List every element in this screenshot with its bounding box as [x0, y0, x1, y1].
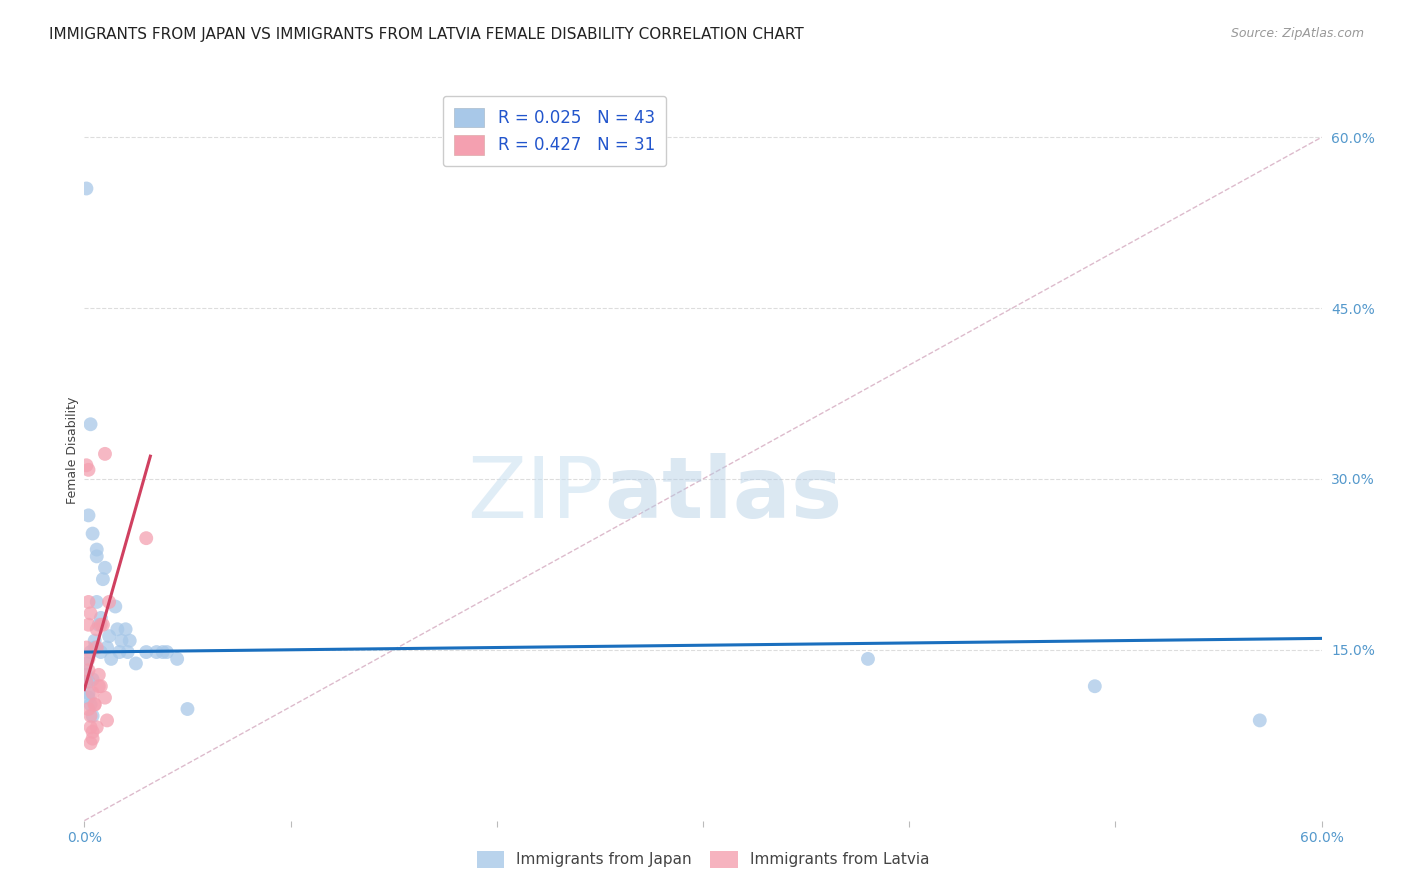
Point	[98, 595, 121, 609]
Point	[82, 526, 104, 541]
Point	[79, 607, 101, 621]
Point	[82, 709, 104, 723]
Point	[75, 458, 97, 473]
Point	[79, 720, 101, 734]
Point	[75, 674, 97, 689]
Text: ZIP: ZIP	[468, 453, 605, 536]
Point	[87, 668, 110, 682]
Point	[105, 622, 128, 636]
Point	[94, 690, 117, 705]
Point	[1084, 679, 1107, 693]
Point	[75, 657, 97, 671]
Point	[77, 463, 100, 477]
Point	[176, 702, 198, 716]
Point	[100, 652, 122, 666]
Point	[83, 640, 105, 655]
Point	[856, 652, 879, 666]
Y-axis label: Female Disability: Female Disability	[66, 397, 79, 504]
Point	[135, 645, 157, 659]
Point	[104, 599, 127, 614]
Point	[110, 633, 132, 648]
Point	[82, 686, 104, 700]
Point	[82, 724, 104, 739]
Point	[86, 720, 108, 734]
Point	[166, 652, 188, 666]
Point	[108, 645, 131, 659]
Point	[1249, 714, 1271, 728]
Point	[118, 633, 141, 648]
Point	[91, 572, 114, 586]
Point	[90, 645, 112, 659]
Point	[83, 633, 105, 648]
Point	[90, 679, 112, 693]
Point	[86, 542, 108, 557]
Point	[94, 447, 117, 461]
Point	[94, 561, 117, 575]
Text: Source: ZipAtlas.com: Source: ZipAtlas.com	[1230, 27, 1364, 40]
Point	[75, 640, 97, 655]
Point	[77, 663, 100, 677]
Point	[96, 714, 118, 728]
Point	[79, 417, 101, 432]
Point	[86, 595, 108, 609]
Point	[79, 736, 101, 750]
Point	[87, 679, 110, 693]
Point	[77, 690, 100, 705]
Point	[114, 622, 136, 636]
Point	[135, 531, 157, 545]
Point	[87, 617, 110, 632]
Point	[77, 674, 100, 689]
Point	[77, 595, 100, 609]
Point	[77, 617, 100, 632]
Point	[82, 673, 104, 687]
Point	[96, 640, 118, 655]
Point	[79, 698, 101, 712]
Point	[90, 617, 112, 632]
Point	[156, 645, 179, 659]
Point	[79, 709, 101, 723]
Text: IMMIGRANTS FROM JAPAN VS IMMIGRANTS FROM LATVIA FEMALE DISABILITY CORRELATION CH: IMMIGRANTS FROM JAPAN VS IMMIGRANTS FROM…	[49, 27, 804, 42]
Point	[75, 668, 97, 682]
Point	[79, 645, 101, 659]
Point	[77, 702, 100, 716]
Point	[77, 652, 100, 666]
Point	[145, 645, 167, 659]
Point	[77, 508, 100, 523]
Point	[77, 686, 100, 700]
Point	[125, 657, 148, 671]
Legend: R = 0.025   N = 43, R = 0.427   N = 31: R = 0.025 N = 43, R = 0.427 N = 31	[443, 96, 666, 166]
Point	[117, 645, 139, 659]
Point	[86, 640, 108, 655]
Text: atlas: atlas	[605, 453, 842, 536]
Point	[86, 622, 108, 636]
Point	[83, 698, 105, 712]
Point	[86, 549, 108, 564]
Point	[98, 629, 121, 643]
Point	[75, 181, 97, 195]
Point	[83, 698, 105, 712]
Point	[91, 617, 114, 632]
Point	[82, 731, 104, 746]
Point	[90, 611, 112, 625]
Legend: Immigrants from Japan, Immigrants from Latvia: Immigrants from Japan, Immigrants from L…	[471, 845, 935, 873]
Point	[152, 645, 174, 659]
